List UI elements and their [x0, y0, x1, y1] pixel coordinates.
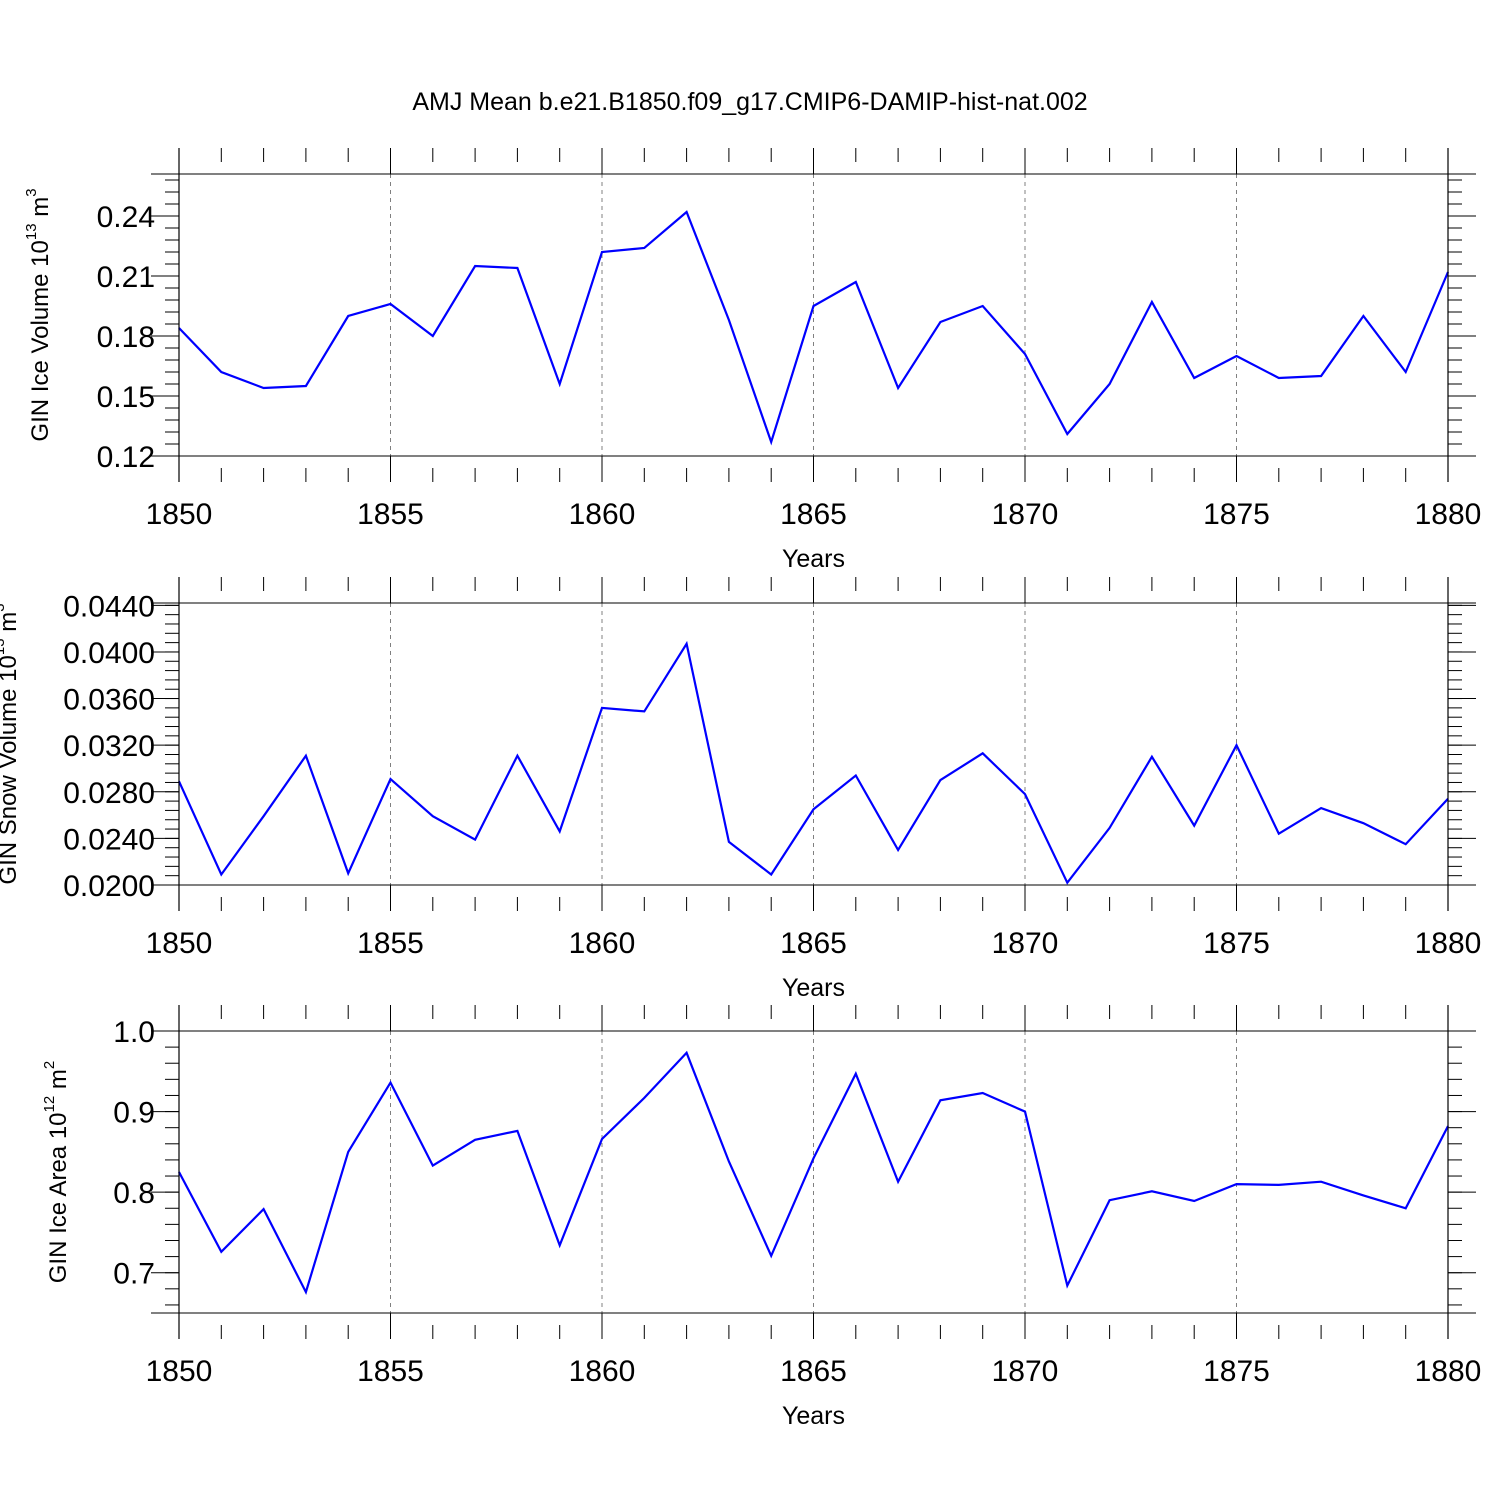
x-tick-label: 1860 [569, 1355, 636, 1388]
x-tick-label: 1875 [1203, 498, 1270, 531]
y-axis-label: GIN Ice Area 1012 m2 [41, 1061, 72, 1283]
chart-panel-3: 0.7 0.8 0.9 1.0 1850 1855 1860 1865 1870 1875 1880… [41, 1005, 1481, 1430]
x-tick-label: 1860 [569, 498, 636, 531]
y-tick-label: 0.0320 [63, 730, 155, 763]
x-tick-label: 1880 [1415, 498, 1482, 531]
x-tick-label: 1855 [357, 927, 424, 960]
figure-title: AMJ Mean b.e21.B1850.f09_g17.CMIP6-DAMIP… [412, 88, 1087, 116]
y-tick-label: 0.0400 [63, 637, 155, 670]
y-tick-label: 1.0 [113, 1016, 155, 1049]
y-label-text: GIN Ice Volume 10 [27, 240, 54, 441]
y-tick-label: 0.18 [97, 321, 155, 354]
x-tick-label: 1865 [780, 1355, 847, 1388]
x-tick-label: 1870 [992, 498, 1059, 531]
y-label-exponent: 13 [23, 223, 40, 240]
y-tick-label: 0.15 [97, 381, 155, 414]
y-tick-label: 0.0280 [63, 777, 155, 810]
y-label-unit-exponent: 3 [23, 188, 40, 196]
y-tick-label: 0.8 [113, 1177, 155, 1210]
y-axis-label: GIN Ice Volume 1013 m3 [23, 188, 54, 441]
x-tick-label: 1850 [146, 1355, 213, 1388]
x-tick-label: 1865 [780, 498, 847, 531]
y-tick-label: 0.0200 [63, 870, 155, 903]
y-label-unit: m [27, 197, 54, 224]
y-axis-label: GIN Snow Volume 1013 m3 [0, 603, 22, 884]
panel-content [178, 174, 1450, 456]
x-tick-label: 1870 [992, 927, 1059, 960]
y-label-exponent: 13 [0, 638, 8, 655]
y-tick-label: 0.0360 [63, 684, 155, 717]
y-label-unit-exponent: 2 [41, 1061, 58, 1069]
y-label-unit: m [0, 612, 22, 639]
x-axis-label: Years [782, 974, 845, 1002]
y-label-text: GIN Snow Volume 10 [0, 655, 22, 884]
y-label-unit-exponent: 3 [0, 603, 8, 611]
x-tick-label: 1855 [357, 1355, 424, 1388]
x-tick-label: 1870 [992, 1355, 1059, 1388]
y-tick-label: 0.9 [113, 1097, 155, 1130]
x-tick-label: 1875 [1203, 1355, 1270, 1388]
y-tick-label: 0.0240 [63, 823, 155, 856]
y-tick-label: 0.0440 [63, 590, 155, 623]
x-tick-label: 1855 [357, 498, 424, 531]
y-label-exponent: 12 [41, 1096, 58, 1113]
x-tick-label: 1850 [146, 498, 213, 531]
y-tick-label: 0.12 [97, 441, 155, 474]
chart-panel-1: 0.12 0.15 0.18 0.21 0.24 1850 1855 1860 1865 1870… [23, 148, 1481, 573]
x-tick-label: 1880 [1415, 927, 1482, 960]
x-tick-label: 1850 [146, 927, 213, 960]
x-axis-label: Years [782, 545, 845, 573]
chart-panel-2: 0.0200 0.0240 0.0280 0.0320 0.0360 0.0400 0.04… [0, 577, 1481, 1002]
x-tick-label: 1880 [1415, 1355, 1482, 1388]
y-tick-label: 0.21 [97, 261, 155, 294]
panel-content [178, 1031, 1449, 1313]
y-label-unit: m [45, 1069, 72, 1096]
y-tick-label: 0.24 [97, 201, 155, 234]
x-axis-label: Years [782, 1402, 845, 1430]
x-tick-label: 1875 [1203, 927, 1270, 960]
x-tick-label: 1865 [780, 927, 847, 960]
panels: 0.12 0.15 0.18 0.21 0.24 1850 1855 1860 1865 1870… [0, 148, 1481, 1430]
panel-content [177, 603, 1449, 885]
y-tick-label: 0.7 [113, 1258, 155, 1291]
x-tick-label: 1860 [569, 927, 636, 960]
y-label-text: GIN Ice Area 10 [45, 1112, 72, 1283]
